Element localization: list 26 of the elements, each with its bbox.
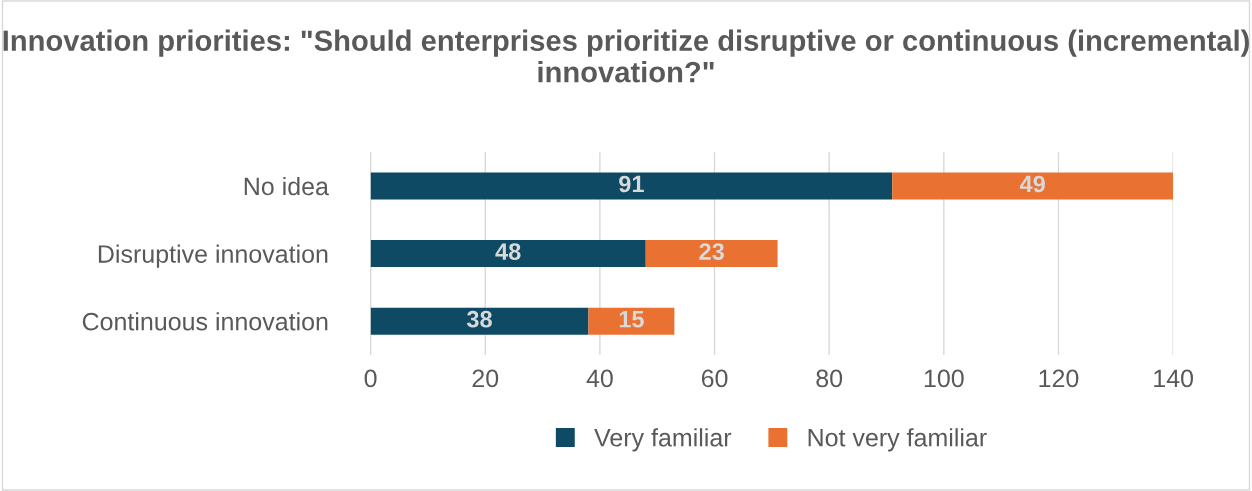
chart-title: Innovation priorities: "Should enterprises prioritize disruptive or continuous (incremental) innovation?": [3, 29, 1249, 83]
data-label: 38: [466, 310, 492, 328]
x-tick-label: 100: [924, 369, 964, 388]
y-tick-label: Disruptive innovation: [98, 244, 328, 268]
x-tick-label: 60: [701, 369, 728, 388]
x-tick-label: 20: [472, 369, 499, 388]
data-label: 91: [619, 175, 644, 193]
legend-label: Not very familiar: [808, 428, 987, 452]
y-tick-label: Continuous innovation: [82, 312, 328, 331]
bar: [645, 240, 778, 268]
bar: [588, 307, 675, 335]
data-label: 15: [619, 311, 644, 328]
data-label: 23: [699, 243, 724, 260]
data-label: 49: [1019, 175, 1045, 193]
x-tick-label: 140: [1154, 369, 1193, 388]
x-tick-label: 80: [816, 369, 843, 388]
legend-label: Very familiar: [594, 428, 732, 452]
bar: [370, 240, 646, 268]
bar: [370, 172, 893, 200]
x-tick-label: 0: [364, 369, 377, 388]
x-tick-label: 40: [586, 369, 613, 388]
bar: [892, 172, 1174, 200]
x-tick-label: 120: [1039, 369, 1079, 388]
y-tick-label: No idea: [244, 176, 329, 196]
data-label: 48: [495, 243, 521, 260]
bar: [370, 307, 589, 335]
